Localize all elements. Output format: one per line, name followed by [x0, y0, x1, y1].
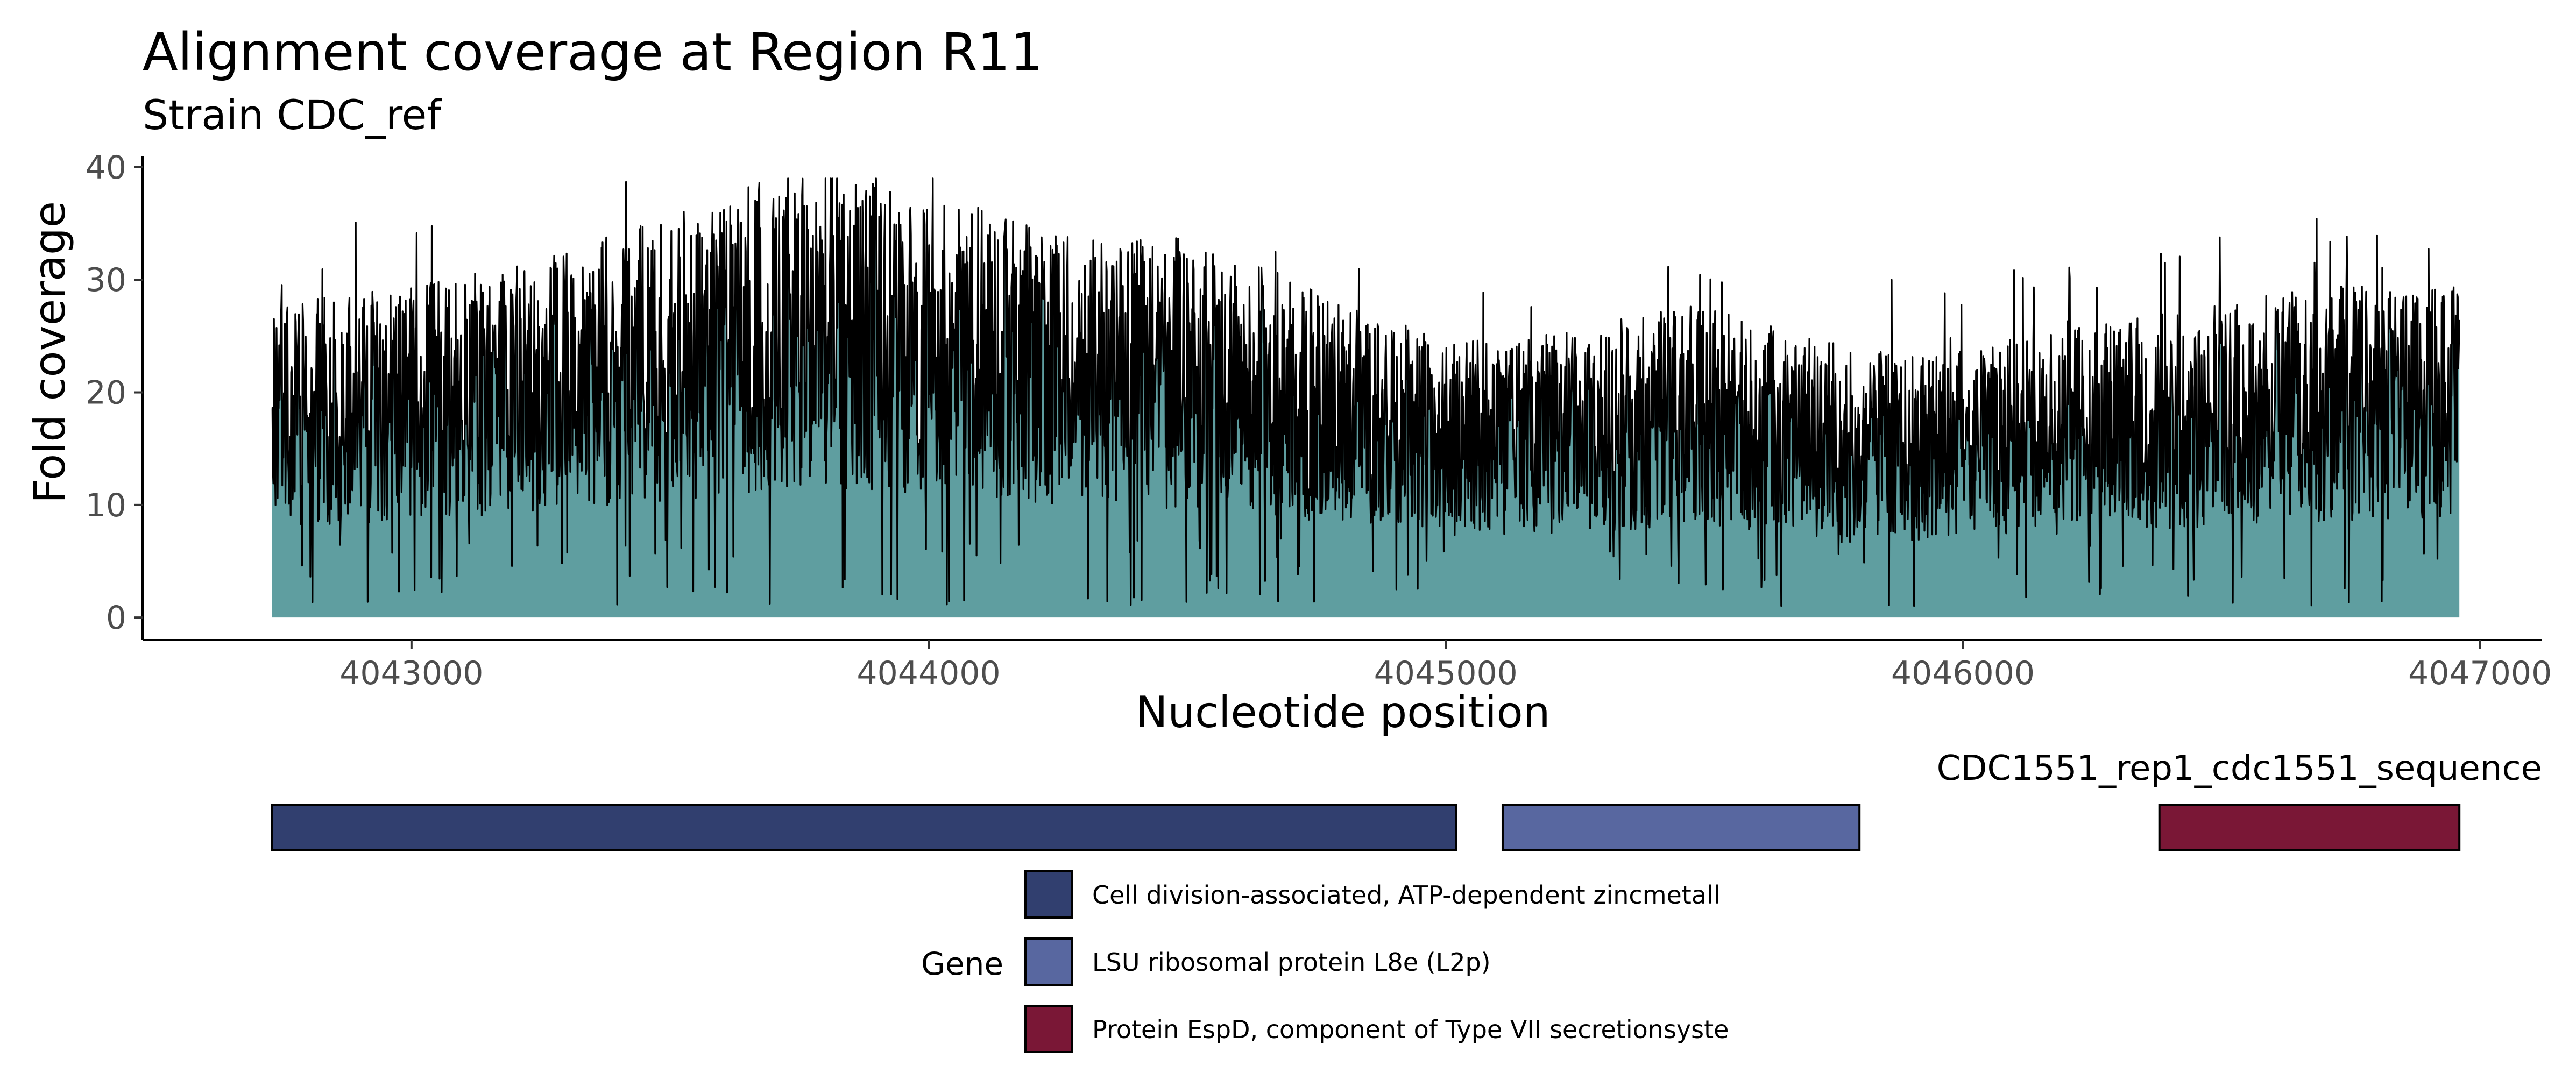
- legend-label: LSU ribosomal protein L8e (L2p): [1092, 948, 1491, 977]
- gene-track-label: CDC1551_rep1_cdc1551_sequence: [1937, 749, 2542, 788]
- y-tick-label: 30: [86, 261, 126, 299]
- legend-label: Protein EspD, component of Type VII secr…: [1092, 1015, 1729, 1044]
- legend-title: Gene: [921, 946, 1003, 982]
- x-tick-label: 4045000: [1374, 655, 1518, 692]
- chart-subtitle: Strain CDC_ref: [143, 91, 442, 139]
- x-axis: 4043000 4044000 4045000 4046000 4047000: [339, 640, 2552, 692]
- legend-key: [1024, 1005, 1073, 1053]
- legend-key: [1024, 937, 1073, 986]
- y-tick-label: 20: [86, 374, 126, 412]
- gene-track: [271, 804, 2461, 851]
- gene-bar: [2158, 804, 2461, 851]
- chart-title: Alignment coverage at Region R11: [143, 22, 1043, 82]
- y-axis: 0 10 20 30 40: [86, 149, 143, 637]
- gene-bar: [1501, 804, 1861, 851]
- legend: Cell division-associated, ATP-dependent …: [1024, 870, 1729, 1053]
- legend-key: [1024, 870, 1073, 919]
- gene-bar: [271, 804, 1457, 851]
- y-tick-label: 40: [86, 149, 126, 187]
- x-tick-label: 4044000: [857, 655, 1000, 692]
- x-axis-title: Nucleotide position: [1136, 687, 1551, 737]
- coverage-line: [271, 177, 2460, 607]
- x-tick-label: 4047000: [2408, 655, 2552, 692]
- x-tick-label: 4043000: [339, 655, 483, 692]
- y-tick-label: 10: [86, 487, 126, 524]
- y-axis-title: Fold coverage: [25, 201, 75, 503]
- legend-label: Cell division-associated, ATP-dependent …: [1092, 880, 1721, 909]
- plot-area: [271, 177, 2460, 618]
- x-tick-label: 4046000: [1891, 655, 2035, 692]
- y-tick-label: 0: [106, 599, 126, 637]
